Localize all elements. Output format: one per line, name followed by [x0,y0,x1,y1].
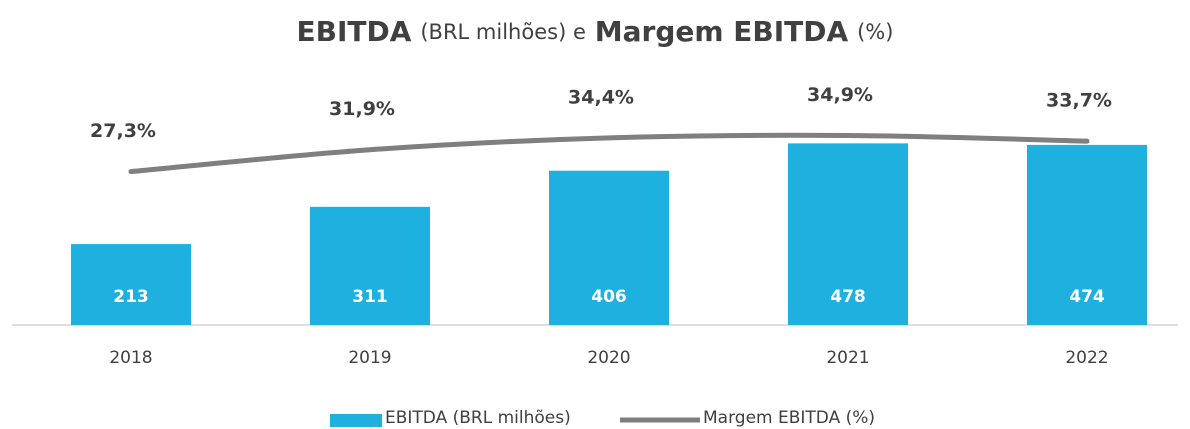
bar [788,143,908,325]
bar [1027,144,1147,325]
chart-title: EBITDA (BRL milhões) e Margem EBITDA (%) [297,15,894,48]
title-part: (BRL milhões) e [420,20,586,44]
legend-swatch [330,414,382,427]
data-label: 474 [1069,287,1105,307]
title-part: Margem EBITDA [595,15,849,48]
data-label: 311 [352,287,388,307]
data-label: 27,3% [90,120,156,142]
data-label: 33,7% [1046,90,1112,112]
bar [71,244,191,325]
legend-label: Margem EBITDA (%) [703,408,875,428]
title-part: EBITDA [297,15,412,48]
legend-label: EBITDA (BRL milhões) [385,408,571,428]
line [128,132,1090,175]
x-tick-label: 2022 [1065,348,1108,368]
x-tick-label: 2019 [348,348,391,368]
title-part: (%) [857,20,893,44]
data-label: 31,9% [329,98,395,120]
data-label: 34,9% [807,84,873,106]
data-label: 478 [830,287,866,307]
bar [549,170,669,325]
data-label: 34,4% [568,86,634,108]
x-tick-label: 2021 [826,348,869,368]
bar [310,206,430,325]
x-tick-label: 2018 [109,348,152,368]
x-tick-label: 2020 [587,348,630,368]
data-label: 406 [591,287,627,307]
data-label: 213 [113,287,149,307]
